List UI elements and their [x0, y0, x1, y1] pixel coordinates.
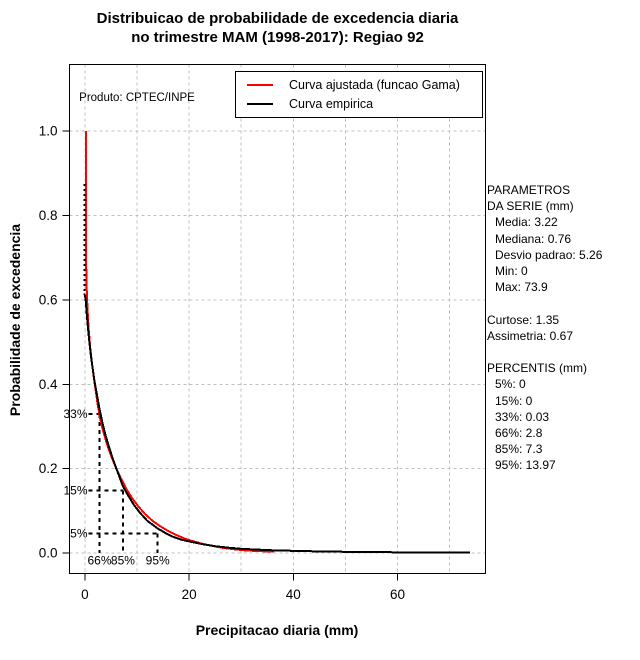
stats-line	[487, 344, 639, 360]
plot-border	[69, 64, 486, 574]
y-axis-title: Probabilidade de excedencia	[7, 223, 23, 417]
stats-line: Media: 3.22	[495, 215, 558, 230]
legend-line-black	[247, 103, 273, 105]
percentile-prob-label: 15%	[63, 484, 87, 498]
product-watermark: Produto: CPTEC/INPE	[79, 92, 195, 104]
stats-line: Mediana: 0.76	[495, 231, 572, 246]
stats-line: 5%: 0	[495, 377, 526, 392]
legend: Curva ajustada (funcao Gama) Curva empir…	[235, 71, 483, 118]
x-tick-label: 60	[390, 587, 405, 602]
y-tick-label: 0.2	[39, 461, 58, 476]
stats-line: Max: 73.9	[495, 280, 548, 295]
stats-line: 15%: 0	[495, 393, 533, 408]
stats-line: 85%: 7.3	[495, 442, 543, 457]
stats-line: Curtose: 1.35	[487, 312, 560, 327]
chart-title: Distribuicao de probabilidade de exceden…	[0, 9, 555, 47]
stats-line	[487, 295, 639, 311]
percentile-value-label: 85%	[111, 554, 135, 568]
percentile-value-label: 95%	[146, 554, 170, 568]
stats-line: 66%: 2.8	[495, 426, 543, 441]
legend-label: Curva ajustada (funcao Gama)	[289, 78, 460, 92]
x-tick-label: 20	[182, 587, 197, 602]
x-tick-label: 40	[286, 587, 301, 602]
x-axis-title: Precipitacao diaria (mm)	[195, 622, 359, 638]
series-curve	[85, 131, 275, 553]
stats-line: Assimetria: 0.67	[487, 328, 574, 343]
legend-label: Curva empirica	[289, 97, 374, 111]
y-tick-label: 1.0	[39, 124, 58, 139]
legend-line-red	[247, 84, 273, 86]
legend-item: Curva empirica	[247, 96, 482, 112]
chart-title-line1: Distribuicao de probabilidade de exceden…	[96, 10, 459, 27]
y-tick-label: 0.8	[39, 208, 58, 223]
percentile-prob-label: 33%	[63, 407, 87, 421]
stats-line: PARAMETROS	[487, 183, 571, 197]
stats-line: 95%: 13.97	[495, 458, 556, 473]
percentile-prob-label: 5%	[70, 527, 88, 541]
y-tick-label: 0.4	[39, 377, 58, 392]
stats-line: Desvio padrao: 5.26	[495, 247, 603, 262]
stats-panel: PARAMETROS DA SERIE (mm) Media: 3.22 Median…	[487, 182, 639, 474]
stats-line: 33%: 0.03	[495, 409, 550, 424]
legend-item: Curva ajustada (funcao Gama)	[247, 77, 482, 93]
stats-line: Min: 0	[495, 264, 528, 279]
x-tick-label: 0	[81, 587, 89, 602]
y-tick-label: 0.6	[39, 292, 58, 307]
stats-line: PERCENTIS (mm)	[487, 361, 587, 376]
stats-line: DA SERIE (mm)	[487, 199, 574, 214]
chart-title-line2: no trimestre MAM (1998-2017): Regiao 92	[131, 29, 424, 46]
y-tick-label: 0.0	[39, 545, 58, 560]
percentile-value-label: 66%	[87, 554, 111, 568]
series-curve	[83, 293, 470, 554]
